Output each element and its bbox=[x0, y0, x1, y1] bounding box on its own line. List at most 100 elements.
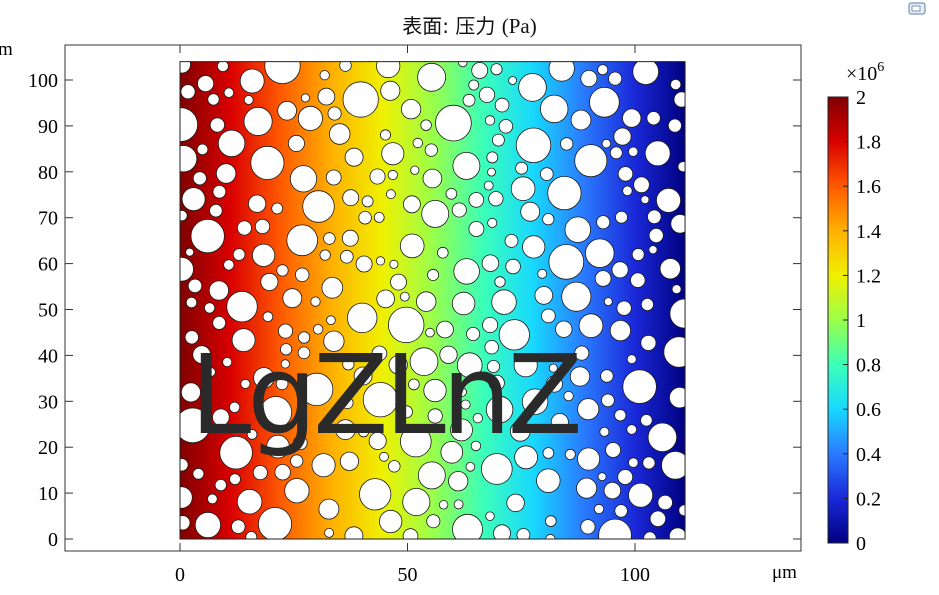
obstacle-circle bbox=[465, 461, 476, 472]
obstacle-circle bbox=[435, 104, 472, 142]
obstacle-circle bbox=[385, 189, 396, 200]
window-restore-icon[interactable] bbox=[908, 2, 926, 15]
obstacle-circle bbox=[326, 315, 336, 326]
obstacle-circle bbox=[490, 63, 503, 76]
obstacle-circle bbox=[667, 118, 682, 133]
obstacle-circle bbox=[342, 81, 379, 118]
obstacle-circle bbox=[668, 527, 686, 539]
obstacle-circle bbox=[669, 298, 686, 329]
y-tick-label: 90 bbox=[38, 116, 58, 138]
obstacle-circle bbox=[486, 359, 500, 373]
obstacle-circle bbox=[585, 238, 615, 268]
obstacle-circle bbox=[254, 218, 271, 235]
obstacle-circle bbox=[279, 343, 293, 356]
obstacle-circle bbox=[452, 513, 483, 539]
obstacle-circle bbox=[402, 195, 421, 214]
obstacle-circle bbox=[342, 189, 360, 207]
obstacle-circle bbox=[180, 486, 193, 509]
obstacle-circle bbox=[248, 194, 267, 213]
colorbar-tick-label: 1.6 bbox=[856, 176, 881, 198]
obstacle-circle bbox=[630, 272, 646, 288]
obstacle-circle bbox=[277, 100, 297, 121]
obstacle-circle bbox=[246, 429, 258, 440]
obstacle-circle bbox=[376, 61, 401, 79]
colorbar-tick-label: 0.4 bbox=[856, 444, 881, 466]
obstacle-circle bbox=[487, 167, 496, 177]
obstacle-circle bbox=[640, 334, 657, 351]
obstacle-circle bbox=[192, 467, 205, 480]
obstacle-circle bbox=[196, 143, 209, 156]
obstacle-circle bbox=[622, 185, 633, 197]
obstacle-circle bbox=[185, 247, 195, 257]
obstacle-circle bbox=[371, 345, 388, 362]
obstacle-circle bbox=[510, 176, 536, 202]
obstacle-circle bbox=[275, 377, 289, 391]
obstacle-circle bbox=[648, 245, 658, 255]
obstacle-circle bbox=[416, 291, 437, 312]
obstacle-circle bbox=[180, 382, 201, 403]
obstacle-circle bbox=[545, 533, 556, 539]
obstacle-circle bbox=[180, 210, 188, 222]
obstacle-circle bbox=[547, 176, 582, 211]
obstacle-circle bbox=[574, 144, 608, 178]
obstacle-circle bbox=[451, 291, 476, 316]
obstacle-circle bbox=[276, 264, 289, 277]
obstacle-circle bbox=[260, 272, 279, 291]
obstacle-circle bbox=[226, 290, 258, 323]
obstacle-circle bbox=[212, 408, 230, 427]
obstacle-circle bbox=[661, 451, 686, 480]
colorbar-ticks: 2 1.8 1.6 1.4 1.2 1 0.8 0.6 0.4 0.2 0 bbox=[843, 87, 881, 555]
obstacle-circle bbox=[513, 353, 538, 378]
obstacle-circle bbox=[671, 284, 682, 295]
x-tick-label: 0 bbox=[175, 564, 185, 586]
obstacle-circle bbox=[555, 320, 573, 338]
obstacle-circle bbox=[466, 326, 481, 341]
obstacle-circle bbox=[426, 514, 441, 529]
obstacle-circle bbox=[561, 281, 592, 312]
obstacle-circle bbox=[408, 378, 420, 391]
y-tick-label: 80 bbox=[38, 162, 58, 184]
obstacle-circle bbox=[646, 111, 661, 126]
obstacle-circle bbox=[180, 515, 191, 531]
x-tick-label: 50 bbox=[398, 564, 418, 586]
obstacle-circle bbox=[577, 398, 600, 421]
obstacle-circle bbox=[506, 493, 525, 513]
obstacle-circle bbox=[601, 138, 612, 149]
obstacle-circle bbox=[491, 289, 517, 315]
obstacle-circle bbox=[540, 94, 569, 124]
obstacle-circle bbox=[204, 302, 216, 314]
obstacle-circle bbox=[321, 276, 344, 299]
obstacle-circle bbox=[640, 195, 650, 205]
obstacle-circle bbox=[648, 227, 664, 243]
obstacle-circle bbox=[603, 481, 622, 500]
obstacle-circle bbox=[505, 258, 521, 275]
colorbar-tick-label: 1.4 bbox=[856, 221, 881, 243]
obstacle-circle bbox=[423, 378, 447, 403]
obstacle-circle bbox=[448, 471, 469, 492]
obstacle-circle bbox=[373, 211, 385, 223]
obstacle-circle bbox=[262, 311, 274, 323]
obstacle-circle bbox=[647, 209, 662, 225]
obstacle-circle bbox=[481, 254, 500, 272]
obstacle-circle bbox=[212, 185, 227, 199]
obstacle-circle bbox=[417, 461, 446, 490]
pressure-field bbox=[180, 61, 686, 539]
obstacle-circle bbox=[184, 330, 199, 345]
obstacle-circle bbox=[640, 414, 653, 427]
obstacle-circle bbox=[485, 511, 495, 521]
obstacle-circle bbox=[280, 359, 290, 369]
obstacle-circle bbox=[223, 259, 235, 271]
obstacle-circle bbox=[284, 478, 310, 504]
obstacle-circle bbox=[488, 374, 505, 391]
obstacle-circle bbox=[379, 129, 391, 141]
obstacle-circle bbox=[231, 328, 256, 353]
obstacle-circle bbox=[400, 99, 422, 120]
obstacle-circle bbox=[274, 464, 291, 481]
colorbar-tick-label: 1 bbox=[856, 310, 866, 332]
obstacle-circle bbox=[484, 115, 496, 126]
obstacle-circle bbox=[427, 268, 440, 281]
y-unit-label: m bbox=[0, 39, 13, 60]
obstacle-circle bbox=[368, 431, 387, 450]
obstacle-circle bbox=[180, 407, 211, 444]
obstacle-circle bbox=[290, 454, 304, 468]
